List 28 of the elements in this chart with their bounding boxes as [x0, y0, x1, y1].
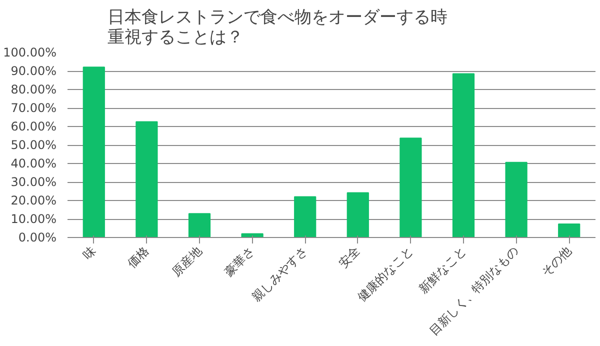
x-tick-label: 原産地 — [169, 244, 204, 279]
y-tick-label: 60.00% — [10, 120, 57, 134]
y-tick-label: 100.00% — [3, 46, 56, 60]
bar — [505, 162, 528, 238]
bar — [558, 223, 580, 238]
bar — [188, 213, 211, 238]
y-tick-label: 20.00% — [10, 194, 57, 208]
x-tick-label: 価格 — [124, 244, 152, 270]
x-tick-label: その他 — [538, 244, 574, 279]
y-tick-label: 90.00% — [10, 64, 57, 78]
y-tick-label: 0.00% — [18, 230, 57, 244]
bar — [346, 192, 369, 238]
y-tick-label: 40.00% — [10, 156, 57, 170]
bar — [452, 73, 475, 238]
x-tick-label: 新鮮なこと — [416, 244, 468, 296]
x-tick-label: 安全 — [336, 244, 363, 270]
bar — [136, 121, 158, 238]
bar — [82, 66, 105, 238]
x-tick-label: 味 — [80, 244, 99, 262]
y-tick-label: 50.00% — [10, 138, 57, 152]
bar — [400, 138, 422, 238]
y-tick-label: 70.00% — [10, 101, 57, 115]
chart-title: 日本食レストランで食べ物をオーダーする時重視することは？ — [108, 8, 448, 48]
y-tick-label: 10.00% — [10, 212, 57, 226]
x-tick-label: 豪華さ — [222, 244, 258, 279]
bar — [294, 196, 316, 238]
y-tick-label: 30.00% — [10, 175, 57, 189]
y-tick-label: 80.00% — [10, 82, 57, 96]
